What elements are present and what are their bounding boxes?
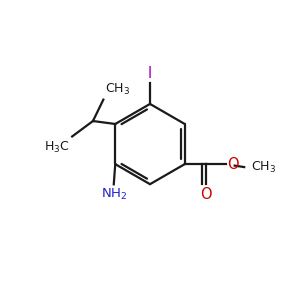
Text: NH$_2$: NH$_2$ (100, 187, 127, 202)
Text: O: O (227, 157, 239, 172)
Text: CH$_3$: CH$_3$ (105, 82, 130, 97)
Text: CH$_3$: CH$_3$ (251, 160, 276, 175)
Text: I: I (148, 66, 152, 81)
Text: O: O (200, 187, 212, 202)
Text: H$_3$C: H$_3$C (44, 140, 70, 154)
